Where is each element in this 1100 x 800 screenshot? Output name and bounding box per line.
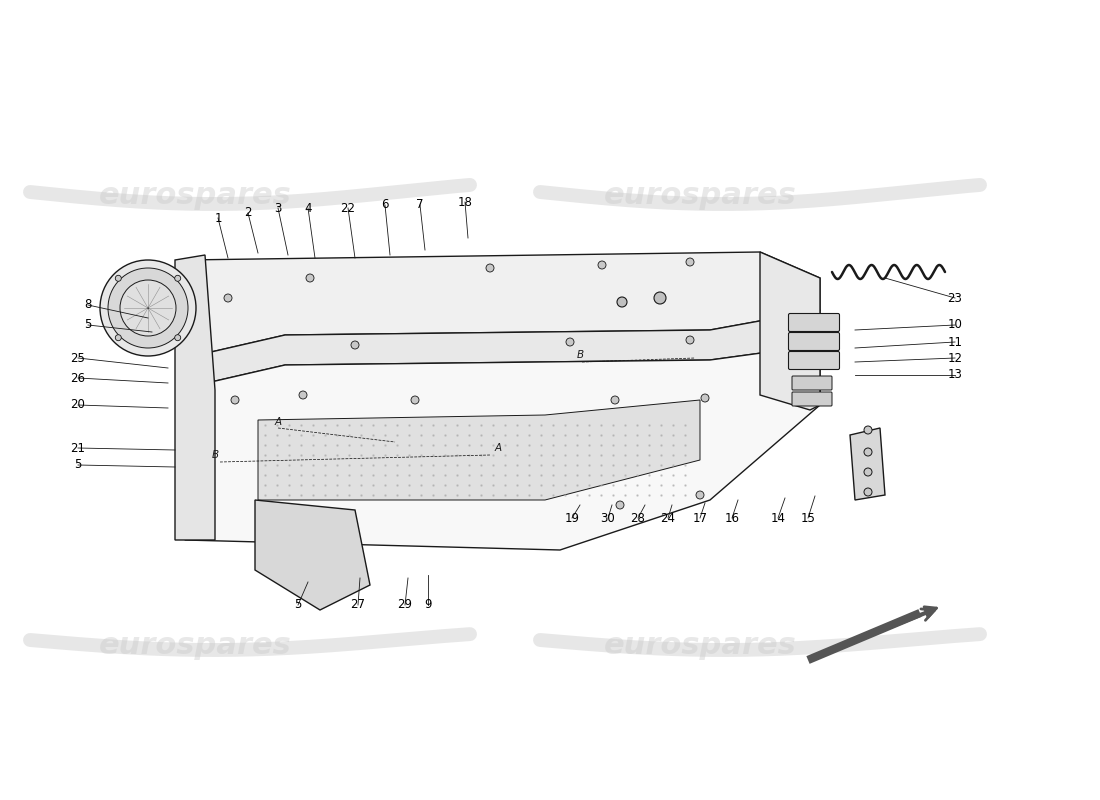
Text: 12: 12 xyxy=(947,351,962,365)
Text: 26: 26 xyxy=(70,371,86,385)
Text: 13: 13 xyxy=(947,369,962,382)
Text: 10: 10 xyxy=(947,318,962,331)
Text: 30: 30 xyxy=(601,511,615,525)
Circle shape xyxy=(864,488,872,496)
Circle shape xyxy=(616,501,624,509)
FancyBboxPatch shape xyxy=(792,376,832,390)
Text: eurospares: eurospares xyxy=(604,181,796,210)
Text: eurospares: eurospares xyxy=(604,630,796,659)
Text: 5: 5 xyxy=(85,318,91,331)
Text: 20: 20 xyxy=(70,398,86,411)
Polygon shape xyxy=(175,255,214,540)
Circle shape xyxy=(100,260,196,356)
Circle shape xyxy=(654,292,666,304)
Text: 24: 24 xyxy=(660,511,675,525)
FancyBboxPatch shape xyxy=(792,392,832,406)
Text: B: B xyxy=(211,450,219,460)
Text: 22: 22 xyxy=(341,202,355,214)
Text: 21: 21 xyxy=(70,442,86,454)
FancyBboxPatch shape xyxy=(789,351,839,370)
Circle shape xyxy=(306,274,313,282)
FancyBboxPatch shape xyxy=(789,333,839,350)
Circle shape xyxy=(116,275,121,282)
Circle shape xyxy=(175,275,180,282)
Circle shape xyxy=(864,448,872,456)
Text: 19: 19 xyxy=(564,511,580,525)
Text: 2: 2 xyxy=(244,206,252,219)
Polygon shape xyxy=(185,345,820,550)
Circle shape xyxy=(486,264,494,272)
Polygon shape xyxy=(185,252,820,358)
Text: 27: 27 xyxy=(351,598,365,611)
Circle shape xyxy=(598,261,606,269)
Circle shape xyxy=(566,338,574,346)
Text: 23: 23 xyxy=(947,291,962,305)
Text: 15: 15 xyxy=(801,511,815,525)
Text: 14: 14 xyxy=(770,511,785,525)
Circle shape xyxy=(864,468,872,476)
Polygon shape xyxy=(185,310,820,388)
Text: 29: 29 xyxy=(397,598,412,611)
Circle shape xyxy=(696,491,704,499)
Text: 7: 7 xyxy=(416,198,424,211)
Circle shape xyxy=(116,334,121,341)
Text: 9: 9 xyxy=(425,598,431,611)
Circle shape xyxy=(617,297,627,307)
Circle shape xyxy=(108,268,188,348)
Text: A: A xyxy=(274,417,282,427)
Text: eurospares: eurospares xyxy=(99,181,292,210)
Text: B: B xyxy=(576,350,584,360)
Circle shape xyxy=(701,394,710,402)
Text: 17: 17 xyxy=(693,511,707,525)
Polygon shape xyxy=(255,500,370,610)
FancyBboxPatch shape xyxy=(789,314,839,331)
Text: 28: 28 xyxy=(630,511,646,525)
Text: 5: 5 xyxy=(295,598,301,611)
Text: 25: 25 xyxy=(70,351,86,365)
Circle shape xyxy=(351,341,359,349)
Text: 5: 5 xyxy=(75,458,81,471)
Circle shape xyxy=(299,391,307,399)
Circle shape xyxy=(610,396,619,404)
Circle shape xyxy=(120,280,176,336)
Text: 1: 1 xyxy=(214,211,222,225)
Polygon shape xyxy=(760,252,820,410)
Text: eurospares: eurospares xyxy=(99,630,292,659)
Text: 11: 11 xyxy=(947,335,962,349)
Text: 6: 6 xyxy=(382,198,388,211)
Circle shape xyxy=(224,294,232,302)
Text: 16: 16 xyxy=(725,511,739,525)
Polygon shape xyxy=(258,400,700,500)
Polygon shape xyxy=(850,428,886,500)
Text: 3: 3 xyxy=(274,202,282,214)
Text: 18: 18 xyxy=(458,195,472,209)
Circle shape xyxy=(231,396,239,404)
Text: A: A xyxy=(494,443,502,453)
Circle shape xyxy=(864,426,872,434)
Circle shape xyxy=(411,396,419,404)
Circle shape xyxy=(686,258,694,266)
Text: 8: 8 xyxy=(85,298,91,311)
Circle shape xyxy=(175,334,180,341)
Text: 4: 4 xyxy=(305,202,311,214)
Circle shape xyxy=(686,336,694,344)
